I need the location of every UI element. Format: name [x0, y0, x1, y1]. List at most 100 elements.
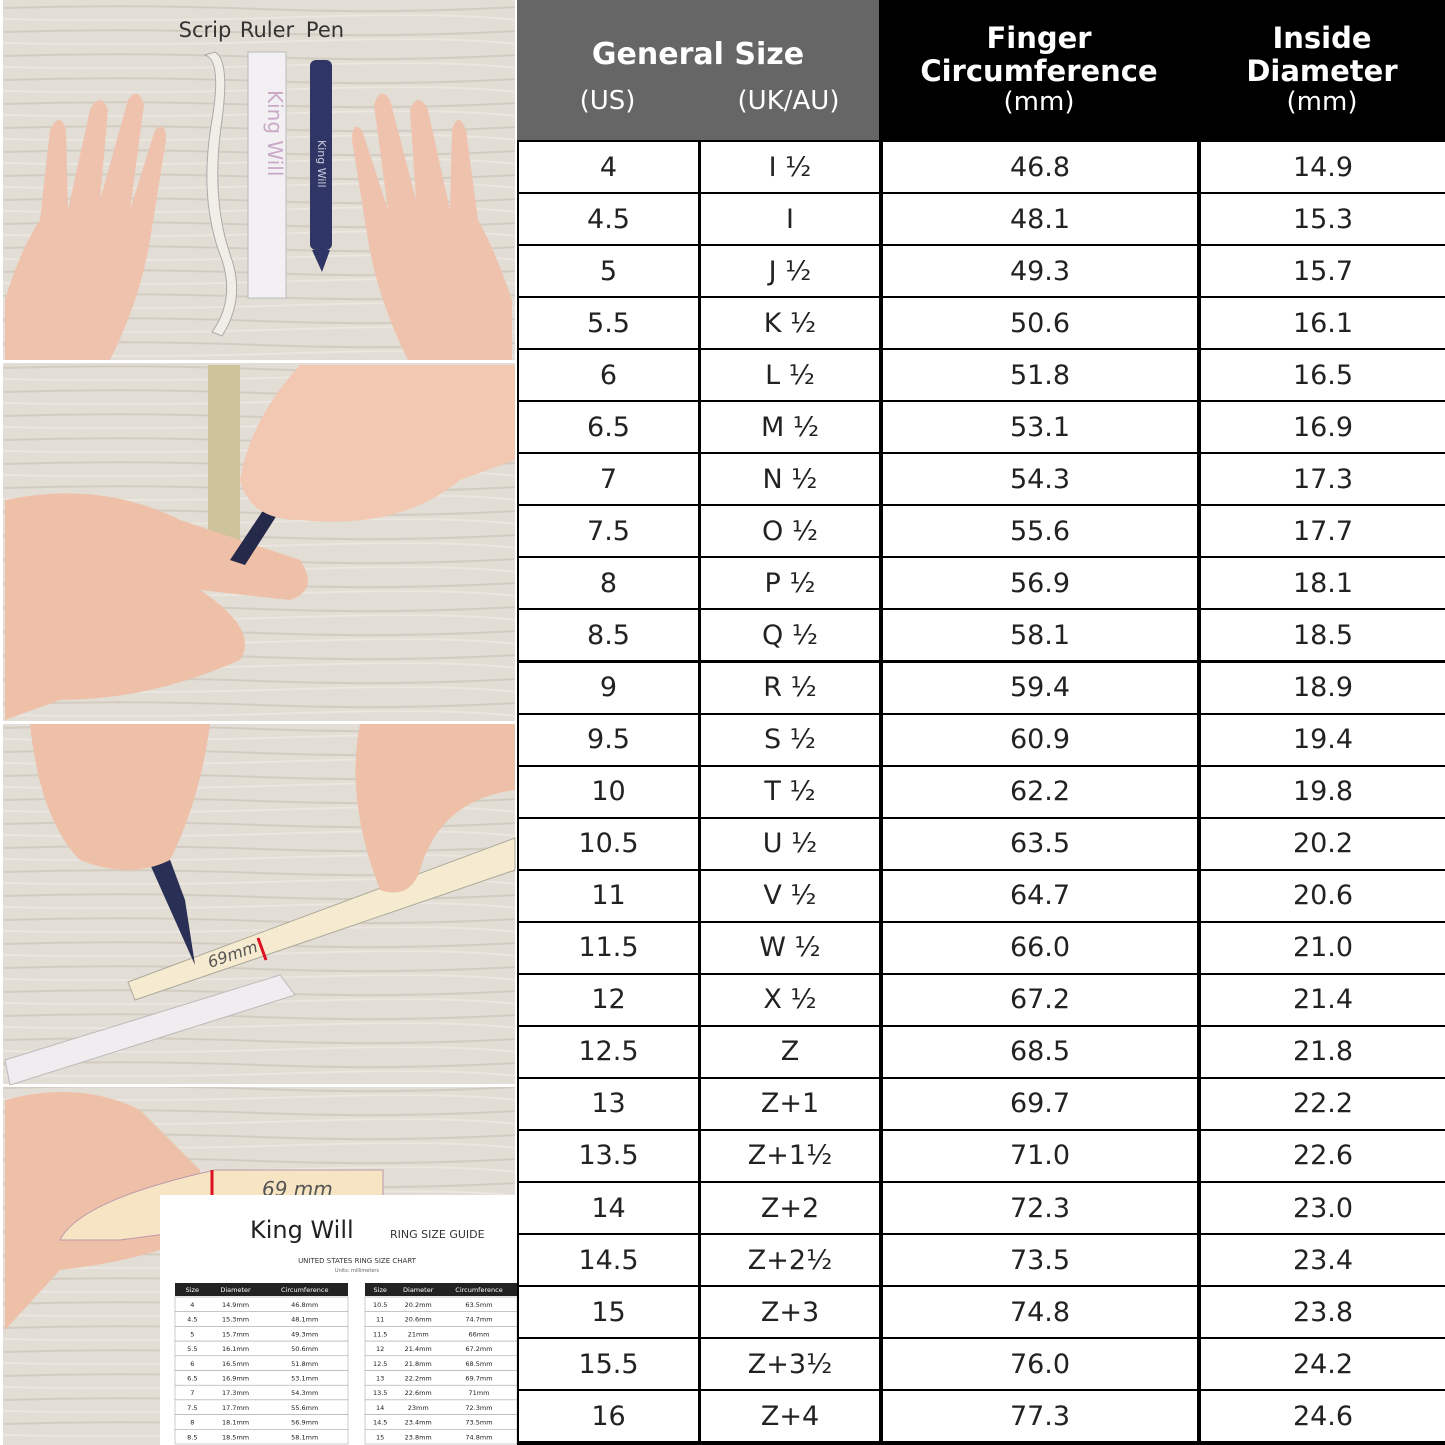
table-cell: 66.0	[883, 922, 1197, 973]
table-cell: K ½	[701, 298, 879, 349]
card-cell: 22.2mm	[405, 1375, 432, 1383]
card-row	[174, 1370, 349, 1386]
card-cell: 13	[376, 1375, 384, 1383]
card-cell: 17.7mm	[222, 1404, 249, 1412]
card-cell: 72.3mm	[465, 1404, 492, 1412]
card-cell: 74.7mm	[465, 1316, 492, 1324]
card-row	[174, 1414, 349, 1430]
card-cell: 48.1mm	[291, 1316, 318, 1324]
card-cell: 12	[376, 1345, 384, 1353]
card-row	[364, 1399, 517, 1415]
table-cell: 9	[519, 662, 698, 713]
card-cell: 13.5	[373, 1389, 387, 1397]
table-cell: Z+1½	[701, 1130, 879, 1181]
table-cell: 72.3	[883, 1183, 1197, 1233]
illustration: Scrip Ruler Pen King Will King Will 69mm…	[0, 0, 517, 1445]
card-cell: 22.6mm	[405, 1389, 432, 1397]
ruler	[247, 51, 287, 299]
card-cell: 5	[190, 1330, 194, 1338]
table-cell: 49.3	[883, 246, 1197, 297]
size-table: General Size (US) (UK/AU) Finger Circumfere…	[517, 0, 1445, 1445]
table-cell: 62.2	[883, 766, 1197, 817]
card-cell: 8.5	[187, 1433, 197, 1441]
table-cell: 16.5	[1201, 350, 1445, 401]
card-table-header	[365, 1283, 517, 1296]
table-cell: Z	[701, 1026, 879, 1077]
table-cell: 54.3	[883, 454, 1197, 505]
hand	[240, 365, 515, 522]
table-cell: Z+1	[701, 1078, 879, 1129]
table-cell: M ½	[701, 402, 879, 453]
card-cell: 18.1mm	[222, 1419, 249, 1427]
table-cell: 8.5	[519, 610, 698, 661]
card-cell: 66mm	[469, 1330, 490, 1338]
header-title: General Size	[591, 37, 805, 72]
table-cell: V ½	[701, 870, 879, 921]
card-row	[174, 1296, 349, 1312]
header-diameter: Inside Diameter (mm)	[1199, 0, 1445, 140]
header-subtitle: (US)	[579, 85, 636, 116]
table-cell: 67.2	[883, 974, 1197, 1025]
card-cell: 20.2mm	[405, 1301, 432, 1309]
card-cell: 15	[376, 1433, 384, 1441]
card-cell: 7	[190, 1389, 194, 1397]
table-cell: 14.9	[1201, 142, 1445, 192]
table-cell: 15	[519, 1287, 698, 1338]
table-cell: 13	[519, 1078, 698, 1129]
table-cell: 7.5	[519, 506, 698, 557]
card-row	[364, 1370, 517, 1386]
table-cell: 68.5	[883, 1026, 1197, 1077]
card-cell: 7.5	[187, 1404, 197, 1412]
table-cell: U ½	[701, 818, 879, 869]
header-subtitle: (UK/AU)	[737, 85, 840, 116]
table-cell: 20.6	[1201, 870, 1445, 921]
card-cell: 50.6mm	[291, 1345, 318, 1353]
card-column-header: Size	[186, 1286, 199, 1294]
header-title: Inside Diameter	[1246, 20, 1398, 89]
card-column-header: Circumference	[455, 1286, 502, 1294]
table-cell: 23.4	[1201, 1235, 1445, 1286]
table-cell: 18.9	[1201, 662, 1445, 713]
table-cell: T ½	[701, 766, 879, 817]
card-cell: 56.9mm	[291, 1419, 318, 1427]
table-cell: S ½	[701, 714, 879, 765]
card-cell: 71mm	[469, 1389, 490, 1397]
table-cell: 74.8	[883, 1287, 1197, 1338]
card-cell: 16.5mm	[222, 1360, 249, 1368]
card-row	[364, 1355, 517, 1371]
card-cell: 16.9mm	[222, 1375, 249, 1383]
card-cell: 49.3mm	[291, 1330, 318, 1338]
hand	[30, 724, 210, 870]
table-cell: 21.4	[1201, 974, 1445, 1025]
card-cell: 54.3mm	[291, 1389, 318, 1397]
tool-label: Ruler	[240, 18, 295, 42]
card-cell: 21.8mm	[405, 1360, 432, 1368]
card-cell: 73.5mm	[465, 1419, 492, 1427]
table-cell: 6.5	[519, 402, 698, 453]
card-row	[364, 1429, 517, 1445]
table-cell: 23.8	[1201, 1287, 1445, 1338]
table-cell: 21.0	[1201, 922, 1445, 973]
card-cell: 4.5	[187, 1316, 197, 1324]
table-cell: O ½	[701, 506, 879, 557]
card-cell: 21mm	[408, 1330, 429, 1338]
table-cell: I	[701, 194, 879, 245]
table-cell: 13.5	[519, 1130, 698, 1181]
table-cell: 11	[519, 870, 698, 921]
table-cell: 48.1	[883, 194, 1197, 245]
paper-strip	[203, 51, 238, 337]
table-cell: 64.7	[883, 870, 1197, 921]
card-units: Units: millimeters	[335, 1268, 380, 1274]
table-cell: 24.2	[1201, 1339, 1445, 1390]
table-cell: 76.0	[883, 1339, 1197, 1390]
table-cell: 4.5	[519, 194, 698, 245]
card-row	[174, 1429, 349, 1445]
table-cell: 55.6	[883, 506, 1197, 557]
table-cell: 5	[519, 246, 698, 297]
table-cell: 15.3	[1201, 194, 1445, 245]
card-cell: 18.5mm	[222, 1433, 249, 1441]
card-cell: 23mm	[408, 1404, 429, 1412]
table-cell: 18.5	[1201, 610, 1445, 661]
card-cell: 4	[190, 1301, 194, 1309]
